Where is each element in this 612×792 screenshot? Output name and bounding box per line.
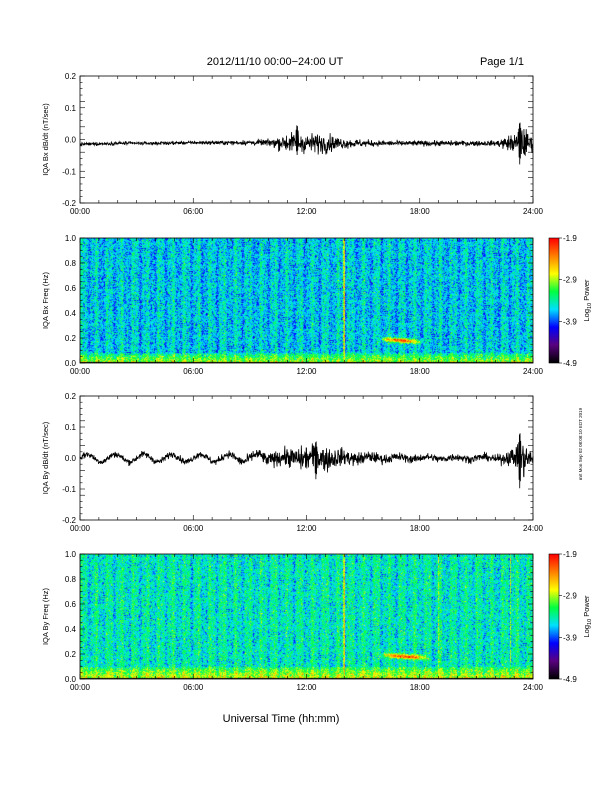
y-tick-label: 0.2: [65, 72, 77, 81]
x-tick-label: 18:00: [410, 524, 431, 533]
x-tick-label: 24:00: [523, 683, 544, 692]
colorbar-frame: [548, 237, 560, 364]
y-tick-label: 0.6: [65, 600, 77, 609]
x-tick-label: 12:00: [296, 207, 317, 216]
colorbar-tick-label: -4.9: [563, 359, 577, 368]
by-spectrogram-panel: 00:00 06:00 12:00 18:00 24:00 1.0 0.8 0.6 0.4 0.2…: [41, 550, 544, 692]
x-tick-label: 18:00: [410, 207, 431, 216]
colorbar-tick-label: -3.9: [563, 317, 577, 326]
y-tick-label: 0.4: [65, 309, 77, 318]
bx-spectrogram-panel: 00:00 06:00 12:00 18:00 24:00 1.0 0.8 0.6 0.4 0.2…: [41, 234, 544, 376]
x-tick-label: 00:00: [70, 683, 91, 692]
x-tick-label: 00:00: [70, 207, 91, 216]
y-axis-label: IQA By Freq (Hz): [41, 587, 50, 645]
x-tick-label: 12:00: [296, 524, 317, 533]
colorbar-label: Log10 Power: [582, 279, 593, 321]
colorbar-tick-label: -1.9: [563, 234, 577, 243]
x-tick-label: 12:00: [296, 367, 317, 376]
colorbar-gradient: [549, 554, 559, 679]
by-colorbar: -1.9 -2.9 -3.9 -4.9 Log10 Power: [548, 550, 593, 684]
x-tick-label: 00:00: [70, 367, 91, 376]
y-tick-label: 0.0: [65, 359, 77, 368]
dbdt-trace: [79, 122, 534, 165]
y-axis-label: IQA Bx dB/dt (nT/sec): [41, 103, 50, 176]
y-axis-label: IQA Bx Freq (Hz): [41, 271, 50, 329]
y-tick-label: 0.1: [65, 423, 77, 432]
y-tick-label: -0.2: [62, 199, 76, 208]
y-tick-label: 0.0: [65, 136, 77, 145]
x-tick-label: 06:00: [183, 207, 204, 216]
x-tick-label: 12:00: [296, 683, 317, 692]
y-tick-label: 1.0: [65, 550, 77, 559]
y-tick-label: 0.1: [65, 104, 77, 113]
page-number: Page 1/1: [480, 56, 524, 68]
x-axis-label: Universal Time (hh:mm): [223, 713, 340, 725]
y-tick-label: 0.2: [65, 392, 77, 401]
y-axis-label: IQA By dB/dt (nT/sec): [41, 421, 50, 494]
plot-area: [80, 76, 533, 203]
y-tick-label: -0.1: [62, 167, 76, 176]
spectrogram-image: [80, 554, 533, 679]
x-tick-label: 00:00: [70, 524, 91, 533]
colorbar-gradient: [549, 238, 559, 363]
colorbar-tick-label: -4.9: [563, 675, 577, 684]
colorbar-tick-label: -2.9: [563, 592, 577, 601]
y-tick-label: 0.6: [65, 284, 77, 293]
bx-colorbar: -1.9 -2.9 -3.9 -4.9 Log10 Power: [548, 234, 593, 368]
colorbar-tick-label: -3.9: [563, 633, 577, 642]
y-tick-label: -0.1: [62, 485, 76, 494]
spectrogram-image: [80, 238, 533, 363]
plot-date-title: 2012/11/10 00:00−24:00 UT: [207, 56, 344, 68]
colorbar-tick-label: -2.9: [563, 276, 577, 285]
y-tick-label: 0.2: [65, 334, 77, 343]
y-tick-label: 0.2: [65, 650, 77, 659]
y-tick-label: 0.8: [65, 575, 77, 584]
generation-stamp: mrt Mon Sep 02 08:08:10 EDT 2019: [578, 407, 583, 480]
y-tick-label: 0.8: [65, 259, 77, 268]
by-dbdt-panel: 00:00 06:00 12:00 18:00 24:00 0.2 0.1 0.0 -0.1 -0…: [41, 392, 544, 533]
y-tick-label: 0.4: [65, 625, 77, 634]
colorbar-label: Log10 Power: [582, 595, 593, 637]
bx-dbdt-panel: 00:00 06:00 12:00 18:00 24:00 0.2 0.1 0.0 -0.1 -0…: [41, 72, 544, 216]
y-tick-label: 0.0: [65, 454, 77, 463]
x-tick-label: 06:00: [183, 367, 204, 376]
x-tick-label: 24:00: [523, 367, 544, 376]
y-tick-label: -0.2: [62, 516, 76, 525]
x-tick-label: 24:00: [523, 524, 544, 533]
dbdt-trace: [79, 433, 534, 489]
x-tick-label: 18:00: [410, 683, 431, 692]
colorbar-tick-label: -1.9: [563, 550, 577, 559]
y-tick-label: 1.0: [65, 234, 77, 243]
x-tick-label: 18:00: [410, 367, 431, 376]
x-tick-label: 24:00: [523, 207, 544, 216]
colorbar-frame: [548, 553, 560, 680]
y-tick-label: 0.0: [65, 675, 77, 684]
x-tick-label: 06:00: [183, 683, 204, 692]
x-tick-label: 06:00: [183, 524, 204, 533]
